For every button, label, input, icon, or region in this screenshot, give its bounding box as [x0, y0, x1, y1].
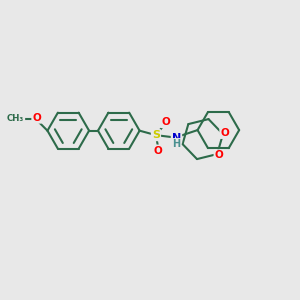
Text: O: O: [154, 146, 163, 156]
Text: O: O: [220, 128, 229, 138]
Text: O: O: [161, 117, 170, 127]
Text: S: S: [152, 130, 160, 140]
Text: N: N: [172, 133, 181, 142]
Text: O: O: [214, 150, 223, 160]
Text: O: O: [32, 112, 41, 123]
Text: CH₃: CH₃: [7, 114, 24, 123]
Text: H: H: [172, 139, 181, 149]
